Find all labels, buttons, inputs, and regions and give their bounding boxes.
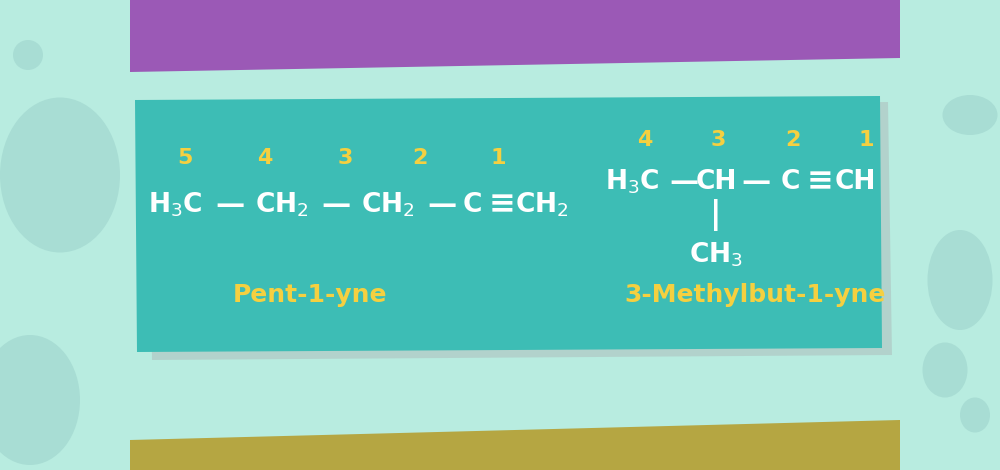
Text: CH$_3$: CH$_3$	[689, 241, 743, 269]
Text: CH$_2$: CH$_2$	[361, 191, 415, 219]
Text: |: |	[710, 199, 722, 231]
Text: 3: 3	[337, 148, 353, 168]
Text: 2: 2	[412, 148, 428, 168]
Text: H$_3$C: H$_3$C	[605, 168, 659, 196]
Ellipse shape	[922, 343, 968, 398]
Text: —: —	[321, 191, 351, 219]
Text: 1: 1	[858, 130, 874, 150]
Text: ≡: ≡	[489, 189, 515, 220]
Ellipse shape	[0, 335, 80, 465]
Polygon shape	[130, 0, 900, 72]
Text: CH: CH	[695, 169, 737, 195]
Text: CH$_2$: CH$_2$	[255, 191, 309, 219]
Text: C: C	[780, 169, 800, 195]
Text: 1: 1	[490, 148, 506, 168]
Text: 5: 5	[177, 148, 193, 168]
Text: C: C	[462, 192, 482, 218]
Text: ≡: ≡	[807, 166, 833, 197]
Text: CH: CH	[834, 169, 876, 195]
Text: 4: 4	[637, 130, 653, 150]
Text: —: —	[215, 191, 245, 219]
Text: 3-Methylbut-1-yne: 3-Methylbut-1-yne	[624, 283, 886, 307]
Text: CH$_2$: CH$_2$	[515, 191, 569, 219]
Ellipse shape	[0, 97, 120, 252]
Text: 4: 4	[257, 148, 273, 168]
Text: 2: 2	[785, 130, 801, 150]
Text: —: —	[669, 168, 699, 196]
Polygon shape	[130, 420, 900, 470]
Text: H$_3$C: H$_3$C	[148, 191, 202, 219]
Text: Pent-1-yne: Pent-1-yne	[233, 283, 387, 307]
Ellipse shape	[928, 230, 992, 330]
Ellipse shape	[960, 398, 990, 432]
Ellipse shape	[13, 40, 43, 70]
Text: —: —	[741, 168, 771, 196]
Text: —: —	[427, 191, 457, 219]
Ellipse shape	[942, 95, 998, 135]
Polygon shape	[135, 96, 882, 352]
Polygon shape	[148, 102, 892, 360]
Text: 3: 3	[710, 130, 726, 150]
